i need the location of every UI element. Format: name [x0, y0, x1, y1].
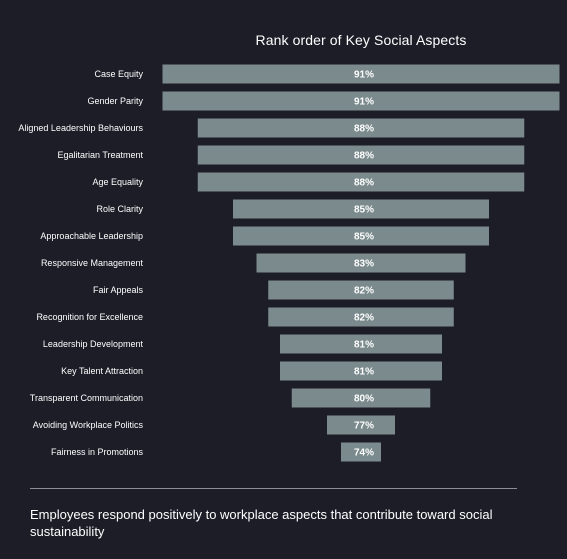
category-label-2: Aligned Leadership Behaviours — [18, 123, 143, 133]
value-label-1: 91% — [354, 97, 374, 108]
category-label-14: Fairness in Promotions — [51, 447, 144, 457]
bar-13 — [327, 415, 395, 435]
value-label-10: 81% — [354, 340, 374, 351]
bar-2 — [197, 118, 525, 138]
category-label-8: Fair Appeals — [93, 285, 144, 295]
value-label-3: 88% — [354, 151, 374, 162]
category-label-1: Gender Parity — [87, 96, 143, 106]
category-label-0: Case Equity — [94, 69, 143, 79]
bar-5 — [233, 199, 489, 219]
bar-0 — [162, 64, 560, 84]
bar-6 — [233, 226, 489, 246]
value-label-8: 82% — [354, 286, 374, 297]
chart-title: Rank order of Key Social Aspects — [255, 32, 467, 48]
bar-1 — [162, 91, 560, 111]
value-label-0: 91% — [354, 70, 374, 81]
bar-10 — [280, 334, 442, 354]
value-label-11: 81% — [354, 367, 374, 378]
value-label-7: 83% — [354, 259, 374, 270]
bar-12 — [291, 388, 431, 408]
category-label-9: Recognition for Excellence — [36, 312, 143, 322]
divider — [30, 488, 517, 489]
funnel-bar-chart: Case Equity 91% Gender Parity 91% Aligned Le… — [18, 64, 560, 462]
value-label-5: 85% — [354, 205, 374, 216]
category-label-3: Egalitarian Treatment — [57, 150, 143, 160]
category-label-7: Responsive Management — [41, 258, 144, 268]
value-label-12: 80% — [354, 394, 374, 405]
value-label-13: 77% — [354, 421, 374, 432]
bar-11 — [280, 361, 442, 381]
category-label-12: Transparent Communication — [30, 393, 143, 403]
category-label-5: Role Clarity — [96, 204, 143, 214]
category-label-11: Key Talent Attraction — [61, 366, 143, 376]
bar-4 — [197, 172, 525, 192]
value-label-2: 88% — [354, 124, 374, 135]
value-label-14: 74% — [354, 448, 374, 459]
bar-3 — [197, 145, 525, 165]
value-label-6: 85% — [354, 232, 374, 243]
chart-caption: Employees respond positively to workplac… — [30, 507, 493, 539]
category-label-13: Avoiding Workplace Politics — [33, 420, 144, 430]
bar-14 — [341, 442, 381, 462]
category-label-6: Approachable Leadership — [40, 231, 143, 241]
value-label-4: 88% — [354, 178, 374, 189]
bar-7 — [256, 253, 466, 273]
value-label-9: 82% — [354, 313, 374, 324]
category-label-4: Age Equality — [92, 177, 143, 187]
bar-9 — [268, 307, 454, 327]
bar-8 — [268, 280, 454, 300]
category-label-10: Leadership Development — [43, 339, 144, 349]
